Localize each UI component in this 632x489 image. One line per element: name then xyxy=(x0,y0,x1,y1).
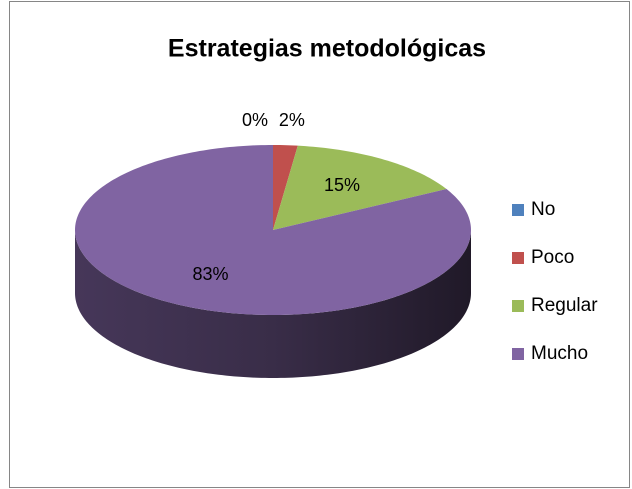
data-label: 2% xyxy=(279,110,305,130)
legend-label: Poco xyxy=(531,247,574,268)
legend-label: Regular xyxy=(531,295,598,316)
pie-slice xyxy=(273,145,298,230)
legend-swatch xyxy=(512,348,524,360)
data-label: 83% xyxy=(192,264,228,284)
chart-title: Estrategias metodológicas xyxy=(168,35,486,63)
pie-slice xyxy=(75,145,471,315)
legend-label: Mucho xyxy=(531,343,588,364)
legend-swatch xyxy=(512,300,524,312)
legend-swatch xyxy=(512,252,524,264)
legend-label: No xyxy=(531,199,555,220)
legend-swatch xyxy=(512,204,524,216)
data-label: 15% xyxy=(324,175,360,195)
pie-slice-side xyxy=(75,230,471,378)
data-label: 0% xyxy=(242,110,268,130)
pie-slice xyxy=(273,145,447,230)
